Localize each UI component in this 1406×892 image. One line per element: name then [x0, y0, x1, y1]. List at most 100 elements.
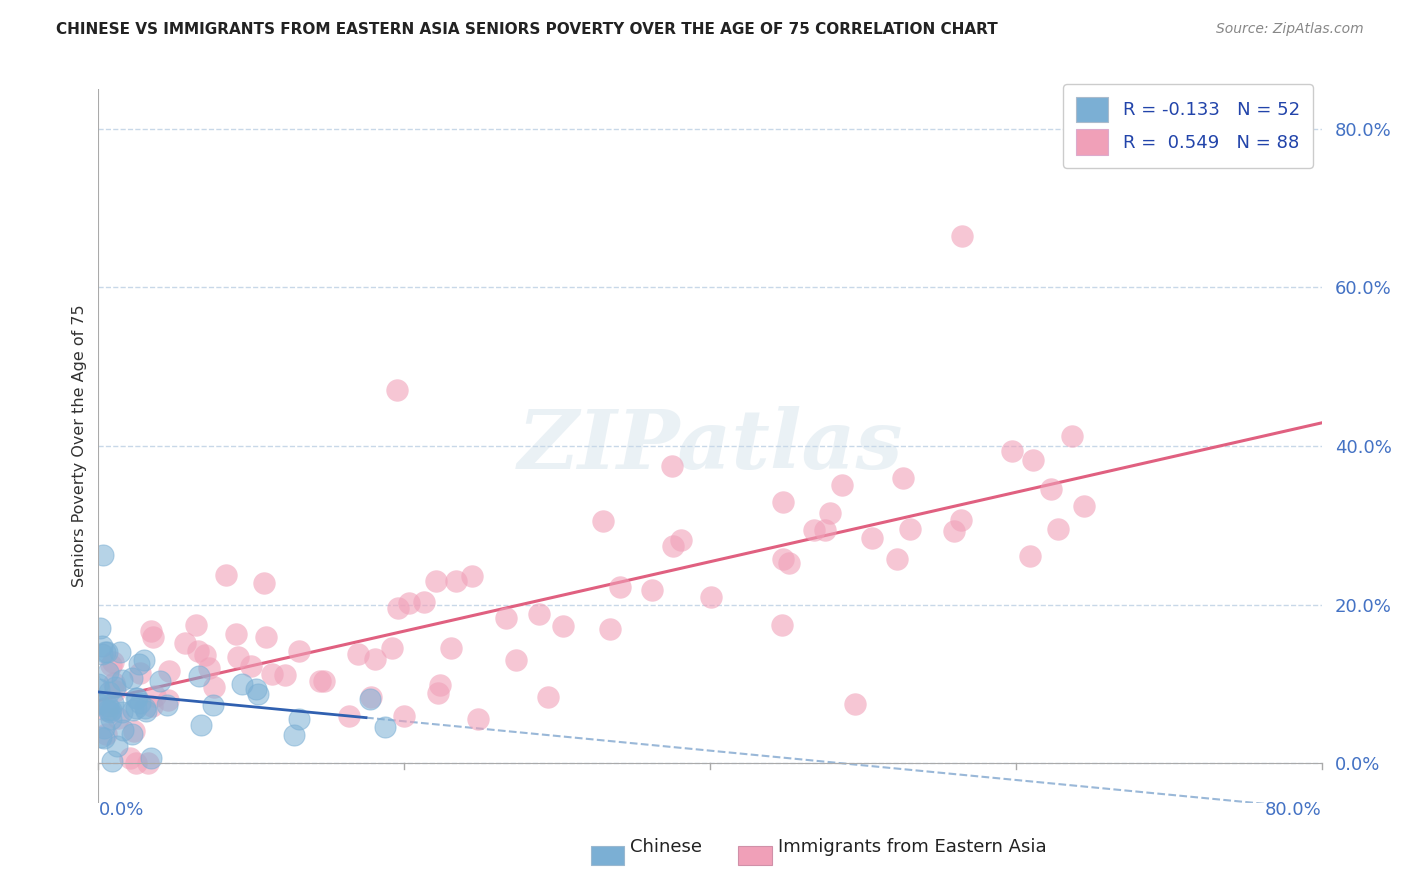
Point: [364, 652, 387, 666]
Point: [100, 712, 122, 726]
Point: [141, 698, 163, 713]
Point: [898, 522, 921, 536]
Point: [87, 677, 110, 691]
Point: [426, 686, 449, 700]
Point: [97, 699, 120, 714]
Point: [886, 552, 908, 566]
Point: [142, 630, 165, 644]
Text: 0.0%: 0.0%: [98, 801, 143, 819]
Point: [1019, 549, 1042, 563]
Point: [202, 698, 225, 712]
Legend: R = -0.133   N = 52, R =  0.549   N = 88: R = -0.133 N = 52, R = 0.549 N = 88: [1063, 84, 1313, 168]
Point: [425, 574, 447, 589]
Point: [184, 618, 207, 632]
Point: [128, 657, 150, 671]
Point: [225, 626, 247, 640]
Point: [387, 600, 409, 615]
Point: [347, 647, 370, 661]
Point: [661, 458, 683, 473]
Point: [190, 718, 212, 732]
Point: [98, 706, 121, 720]
Point: [104, 680, 127, 694]
Point: [156, 698, 179, 712]
Point: [118, 751, 141, 765]
Point: [90, 731, 112, 745]
Point: [661, 540, 683, 554]
Point: [129, 665, 152, 680]
Point: [122, 703, 145, 717]
Text: ZIPatlas: ZIPatlas: [517, 406, 903, 486]
Point: [91, 639, 114, 653]
Point: [536, 690, 558, 704]
Point: [460, 569, 482, 583]
Point: [96, 645, 118, 659]
Point: [89, 697, 111, 711]
Point: [381, 641, 404, 656]
Point: [359, 691, 381, 706]
Point: [135, 704, 157, 718]
Point: [100, 703, 122, 717]
Point: [770, 617, 793, 632]
Point: [609, 580, 631, 594]
Point: [246, 688, 269, 702]
Point: [495, 610, 517, 624]
Point: [308, 674, 330, 689]
Point: [1022, 452, 1045, 467]
Point: [283, 728, 305, 742]
Point: [360, 690, 382, 705]
Point: [93, 645, 115, 659]
Point: [105, 739, 128, 753]
Point: [226, 649, 249, 664]
Point: [314, 674, 336, 689]
Point: [149, 673, 172, 688]
Point: [94, 703, 117, 717]
Point: [551, 618, 574, 632]
Point: [143, 690, 166, 704]
Point: [103, 676, 125, 690]
Point: [599, 622, 621, 636]
Point: [111, 673, 134, 687]
Text: Immigrants from Eastern Asia: Immigrants from Eastern Asia: [778, 838, 1046, 856]
Point: [97, 665, 120, 679]
Point: [444, 574, 467, 588]
Point: [214, 568, 236, 582]
Point: [831, 478, 853, 492]
Point: [803, 524, 825, 538]
Point: [139, 751, 162, 765]
Point: [121, 671, 143, 685]
Text: Source: ZipAtlas.com: Source: ZipAtlas.com: [1216, 22, 1364, 37]
Point: [245, 681, 267, 696]
Point: [700, 591, 723, 605]
Point: [778, 556, 800, 570]
Point: [100, 658, 122, 673]
Point: [231, 677, 253, 691]
Text: CHINESE VS IMMIGRANTS FROM EASTERN ASIA SENIORS POVERTY OVER THE AGE OF 75 CORRE: CHINESE VS IMMIGRANTS FROM EASTERN ASIA …: [56, 22, 998, 37]
Point: [252, 575, 274, 590]
Point: [949, 513, 972, 527]
Point: [1047, 522, 1070, 536]
Point: [412, 595, 434, 609]
Point: [860, 531, 883, 545]
Point: [239, 659, 262, 673]
Point: [844, 697, 866, 711]
Point: [641, 582, 664, 597]
Point: [891, 471, 914, 485]
Point: [89, 621, 111, 635]
Point: [440, 640, 463, 655]
Point: [818, 506, 841, 520]
Point: [157, 693, 180, 707]
Point: [129, 696, 152, 710]
Point: [91, 549, 114, 563]
Point: [274, 668, 297, 682]
Point: [187, 644, 209, 658]
Point: [87, 696, 110, 710]
Point: [942, 524, 965, 538]
Point: [136, 756, 159, 771]
Point: [173, 636, 195, 650]
Point: [91, 647, 114, 661]
Point: [94, 727, 117, 741]
Point: [592, 514, 614, 528]
Point: [198, 661, 221, 675]
Point: [188, 669, 211, 683]
Point: [392, 709, 415, 723]
